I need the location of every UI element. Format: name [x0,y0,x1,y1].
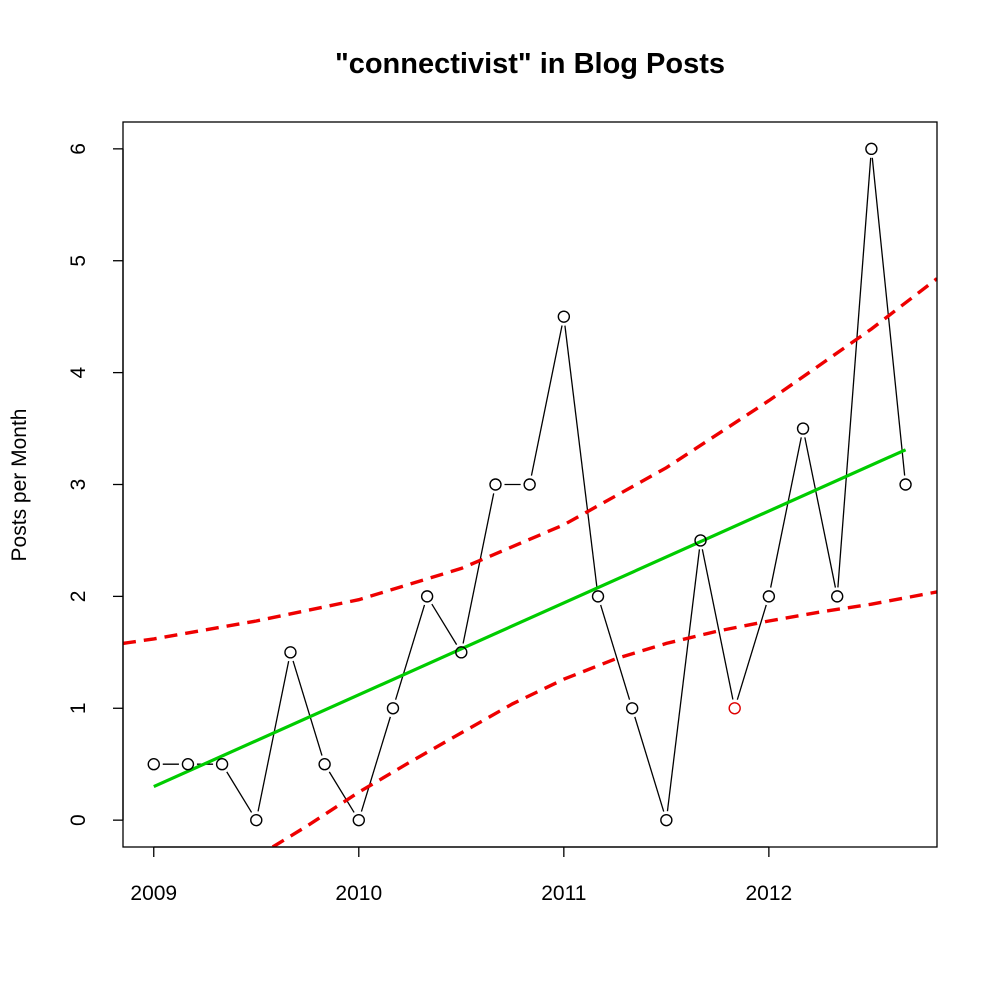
y-axis-label: Posts per Month [8,409,31,562]
x-tick-label: 2009 [130,882,177,905]
data-point [523,478,536,491]
data-line-segment [804,437,837,588]
points-layer [147,142,912,827]
data-line-segment [462,493,495,644]
data-line-segment [292,660,323,756]
y-tick-label: 4 [67,366,90,378]
data-point [352,813,365,827]
data-line-segment [530,325,563,476]
data-point [625,702,639,715]
data-line-segment [666,549,701,812]
data-point [250,813,263,827]
y-tick-label: 2 [67,591,90,603]
highlighted-data-point [728,702,741,715]
data-line-segment [600,604,631,700]
data-point [694,534,707,547]
data-line-segment [360,716,391,812]
data-point [147,758,160,771]
data-point [489,478,502,491]
x-tick-label: 2012 [746,882,793,905]
data-line-segment [837,157,872,588]
data-point [762,590,776,603]
data-line-segment [328,771,355,813]
data-line-segment [431,603,458,645]
x-tick-label: 2011 [541,882,586,905]
confidence-band-line [271,590,937,847]
data-point [215,758,229,771]
series-layer [123,157,937,847]
data-point [318,758,331,771]
plot-frame [122,121,938,848]
chart-title: "connectivist" in Blog Posts [335,48,725,80]
data-point [181,758,195,771]
y-tick-label: 5 [67,255,90,267]
y-tick-label: 0 [67,814,90,826]
data-line-segment [226,771,253,813]
data-point [831,590,844,603]
data-point [386,702,400,715]
confidence-band-line [123,277,937,646]
data-line-segment [634,716,665,812]
data-line-segment [736,604,767,700]
trend-line [153,448,907,789]
data-point [899,478,912,491]
data-point [591,590,605,603]
x-axis: 2009 2010 2011 2012 [130,846,793,905]
data-line-segment [770,437,802,588]
y-tick-label: 1 [67,702,90,714]
data-point [660,813,673,827]
data-point [796,422,810,435]
data-point [557,310,571,323]
data-point [455,646,468,659]
data-point [865,142,878,156]
data-line-segment [564,325,598,588]
data-point [284,646,297,659]
y-tick-label: 3 [67,479,90,491]
y-axis: 0 1 2 3 4 5 6 [67,143,124,826]
data-line-segment [257,661,290,812]
data-line-segment [394,604,426,700]
x-tick-label: 2010 [335,882,382,905]
y-tick-label: 6 [67,143,90,155]
data-line-segment [701,549,734,700]
data-point [420,590,434,603]
